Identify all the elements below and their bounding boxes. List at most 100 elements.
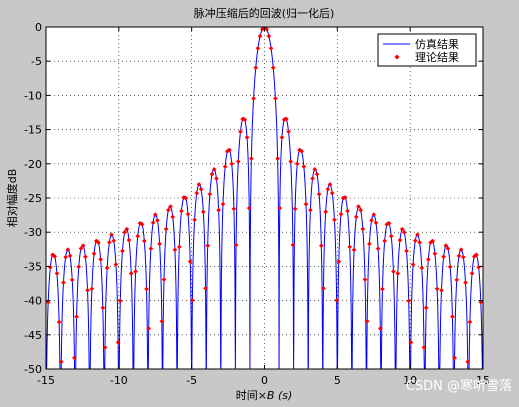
x-tick-label: -15 [37,374,55,387]
theoretical-point [63,254,68,260]
theoretical-point [408,340,414,345]
theoretical-point [242,117,248,122]
theoretical-point [176,244,182,250]
theoretical-point [76,264,82,270]
theoretical-point [229,161,235,167]
theoretical-point [384,222,390,227]
theoretical-point [325,186,331,192]
theoretical-point [410,262,416,267]
theoretical-point [93,238,99,244]
theoretical-point [222,164,228,169]
theoretical-point [257,33,263,39]
theoretical-point [198,186,204,192]
theoretical-point [321,286,326,291]
theoretical-point [412,238,418,244]
theoretical-point [439,287,444,293]
theoretical-point [240,116,245,122]
theoretical-point [56,319,62,325]
x-tick-label: 10 [403,374,417,387]
theoretical-point [249,156,254,161]
theoretical-point [100,305,106,311]
theoretical-point [196,182,202,187]
theoretical-point [286,129,291,134]
theoretical-point [185,211,191,217]
theoretical-point [327,182,333,187]
theoretical-point [441,254,446,260]
theoretical-point [120,248,125,254]
theoretical-point [386,220,392,226]
y-tick-label: -50 [24,363,42,376]
x-tick-label: -10 [110,374,128,387]
theoretical-point [179,208,184,214]
theoretical-point [334,297,339,303]
theoretical-point [273,96,278,101]
theoretical-point [142,238,147,244]
theoretical-point [266,33,272,39]
theoretical-point [404,248,409,254]
theoretical-point [54,271,60,276]
theoretical-point [362,277,368,282]
theoretical-point [183,195,189,201]
theoretical-point [268,46,274,51]
theoretical-point [388,233,394,239]
theoretical-point [207,191,213,197]
theoretical-point [78,246,84,251]
y-tick-label: -5 [31,55,42,68]
theoretical-point [211,167,217,172]
theoretical-point [89,286,95,292]
theoretical-point [343,195,348,200]
theoretical-point [139,222,145,227]
theoretical-point [417,240,422,245]
theoretical-point [115,340,121,345]
theoretical-point [216,207,221,213]
theoretical-point [445,246,451,251]
theoretical-point [310,176,315,181]
theoretical-point [443,243,449,248]
theoretical-point [277,205,283,211]
theoretical-point [397,237,403,243]
theoretical-point [65,247,71,252]
theoretical-point [238,129,243,134]
theoretical-point [299,149,304,154]
theoretical-point [395,271,401,276]
y-tick-label: -25 [24,192,42,205]
watermark: CSDN @寒听雪落 [406,378,512,394]
theoretical-point [98,257,103,262]
theoretical-point [284,116,289,122]
theoretical-point [172,247,178,253]
theoretical-point [227,147,232,153]
theoretical-point [467,319,473,325]
theoretical-point [91,251,97,257]
theoretical-point [375,246,381,251]
theoretical-point [356,204,361,209]
theoretical-point [474,252,479,258]
legend: 仿真结果 理论结果 [377,33,477,67]
theoretical-point [471,254,477,259]
theoretical-point [255,46,261,51]
theoretical-point [225,149,230,154]
theoretical-point [233,242,239,248]
theoretical-point [148,246,154,251]
theoretical-point [50,252,55,258]
theoretical-point [128,271,134,276]
theoretical-point [192,217,197,223]
x-tick-label: 15 [476,374,490,387]
theoretical-point [378,326,383,331]
theoretical-point [80,243,86,248]
theoretical-point [314,171,320,177]
theoretical-point [205,243,210,248]
theoretical-point [135,233,141,239]
theoretical-point [187,259,193,264]
theoretical-point [74,314,79,320]
y-tick-label: -35 [24,260,42,273]
x-tick-label: 5 [334,374,341,387]
legend-marker-swatch [394,54,400,60]
x-tick-label: -5 [186,374,197,387]
theoretical-point [469,271,475,276]
theoretical-point [146,326,151,331]
theoretical-point [406,298,412,304]
theoretical-point [67,253,73,259]
theoretical-point [447,264,453,270]
theoretical-point [432,251,438,257]
